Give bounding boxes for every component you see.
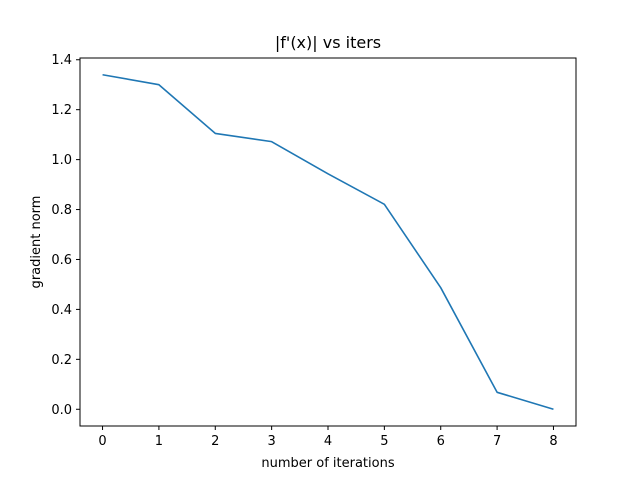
x-tick-label: 3 (267, 434, 275, 449)
y-tick-label: 1.4 (51, 53, 72, 68)
x-tick-label: 4 (324, 434, 332, 449)
y-tick-label: 0.2 (51, 353, 72, 368)
plot-area: 0 1 2 3 4 5 6 7 8 0.0 0.2 0.4 0.6 0.8 1.0 1.2 1.4 (51, 53, 577, 449)
x-tick-label: 5 (380, 434, 388, 449)
x-tick-label: 1 (155, 434, 163, 449)
x-tick-label: 0 (98, 434, 106, 449)
chart-title: |f'(x)| vs iters (275, 33, 381, 52)
x-tick-label: 8 (549, 434, 557, 449)
y-tick-label: 0.4 (51, 303, 72, 318)
x-tick-label: 7 (493, 434, 501, 449)
y-tick-label: 0.0 (51, 403, 72, 418)
x-axis-label: number of iterations (261, 456, 394, 471)
y-tick-label: 0.8 (51, 203, 72, 218)
y-axis-label: gradient norm (29, 196, 44, 289)
y-tick-label: 1.0 (51, 153, 72, 168)
x-tick-label: 2 (211, 434, 219, 449)
y-tick-label: 0.6 (51, 253, 72, 268)
x-tick-label: 6 (437, 434, 445, 449)
y-tick-label: 1.2 (51, 103, 72, 118)
